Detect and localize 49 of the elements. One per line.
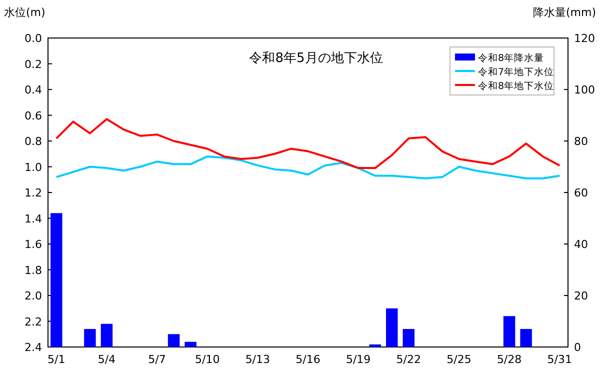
x-tick-label: 5/10 xyxy=(195,353,220,366)
x-tick-label: 5/1 xyxy=(48,353,66,366)
legend-label: 令和8年地下水位 xyxy=(478,80,554,92)
y-tick-label: 0.8 xyxy=(24,135,42,148)
y-tick-label: 1.6 xyxy=(24,238,42,251)
x-tick-label: 5/25 xyxy=(446,353,472,366)
bar xyxy=(184,342,196,347)
y-tick-label: 0.6 xyxy=(24,109,42,122)
y-tick-label: 0.0 xyxy=(24,32,42,45)
y-axis-title: 水位(m) xyxy=(4,6,46,19)
x-tick-label: 5/7 xyxy=(148,353,166,366)
y2-tick-label: 60 xyxy=(574,186,588,200)
y2-tick-label: 40 xyxy=(574,238,588,251)
y2-tick-label: 80 xyxy=(574,135,588,148)
y-tick-label: 2.0 xyxy=(24,290,42,302)
legend-label: 令和8年降水量 xyxy=(478,52,544,64)
bar xyxy=(386,308,398,347)
legend-label: 令和7年地下水位 xyxy=(478,66,554,78)
y2-tick-label: 100 xyxy=(574,84,595,96)
bar xyxy=(520,328,532,347)
bar xyxy=(168,334,180,347)
x-tick-label: 5/19 xyxy=(346,353,371,366)
bar xyxy=(369,344,381,347)
y-tick-label: 1.8 xyxy=(24,264,42,277)
x-tick-label: 5/31 xyxy=(547,353,572,366)
line-series xyxy=(55,118,561,170)
y-tick-label: 0.4 xyxy=(24,84,42,96)
x-tick-label: 5/4 xyxy=(98,353,116,366)
y2-tick-label: 120 xyxy=(574,32,595,45)
y-tick-label: 1.4 xyxy=(24,212,42,226)
x-tick-label: 5/28 xyxy=(496,353,522,366)
y2-tick-label: 0 xyxy=(574,341,581,354)
bar xyxy=(84,328,96,347)
line-series xyxy=(55,155,561,180)
x-tick-label: 5/13 xyxy=(245,353,270,366)
y2-axis-title: 降水量(mm) xyxy=(532,6,596,19)
y-tick-label: 0.2 xyxy=(24,58,42,71)
bar xyxy=(50,213,62,347)
bar xyxy=(100,324,113,347)
text: 令和8年5月の地下水位 xyxy=(249,51,383,66)
x-tick-label: 5/16 xyxy=(296,353,320,366)
y-tick-label: 2.4 xyxy=(24,341,42,354)
y-tick-label: 1.2 xyxy=(24,186,42,200)
y2-tick-label: 20 xyxy=(574,290,588,302)
y-tick-label: 2.2 xyxy=(24,315,42,328)
bar xyxy=(503,316,516,347)
bar xyxy=(402,328,415,347)
x-tick-label: 5/22 xyxy=(396,353,421,366)
y-tick-label: 1.0 xyxy=(24,160,42,174)
